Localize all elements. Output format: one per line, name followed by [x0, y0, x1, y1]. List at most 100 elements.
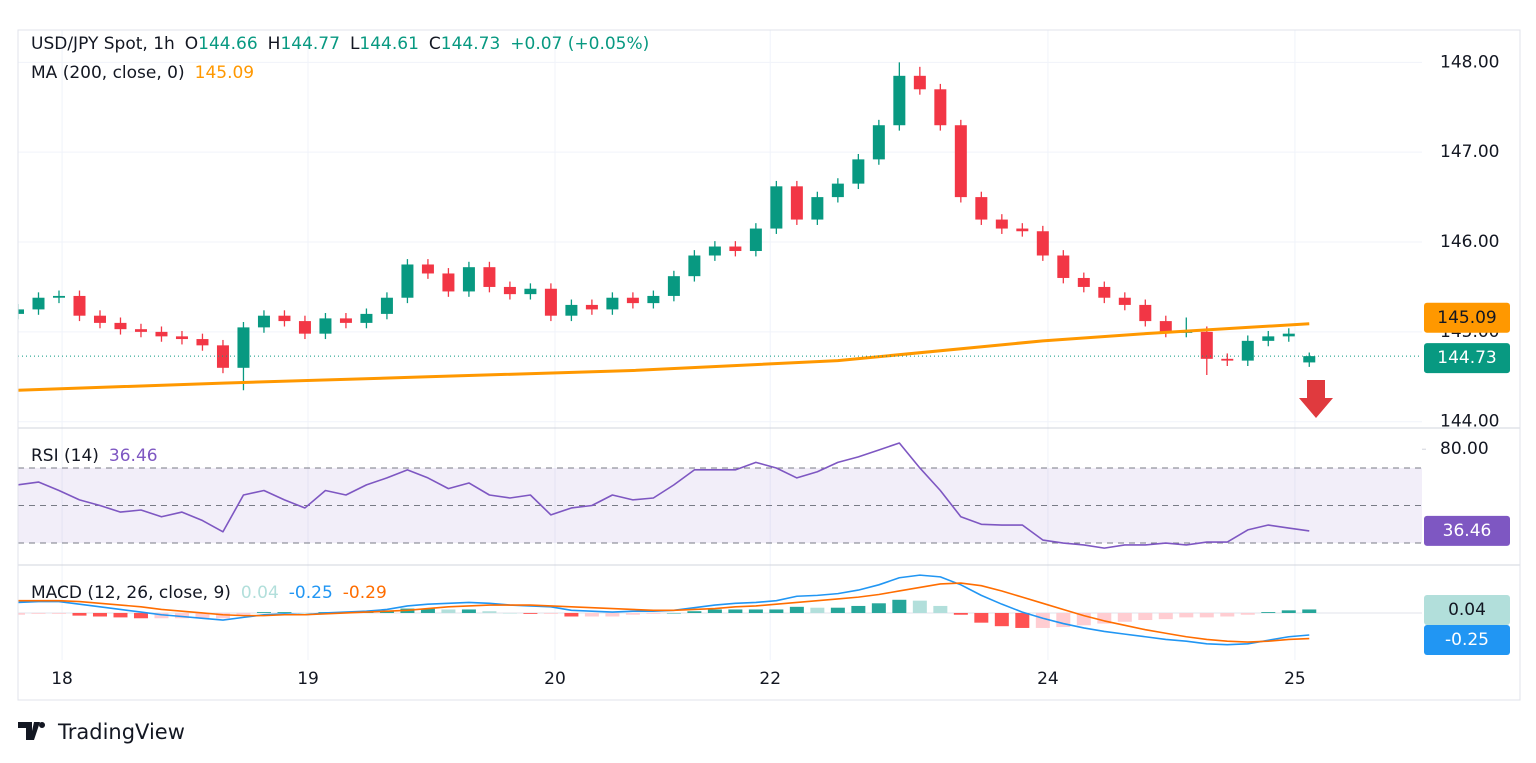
candle-body: [73, 295, 86, 316]
histogram-bar: [666, 612, 681, 614]
candle-body: [852, 159, 865, 184]
y-tick-label: 146.00: [1440, 232, 1499, 252]
histogram-bar: [18, 612, 25, 615]
down-arrow-icon: [1299, 380, 1333, 418]
candle-body: [749, 228, 762, 252]
tradingview-logo: TradingView: [18, 720, 185, 744]
histogram-bar: [789, 606, 804, 613]
histogram-bar: [174, 612, 189, 619]
histogram-bar: [51, 612, 66, 614]
pane: [18, 428, 1422, 565]
candle-body: [503, 286, 516, 295]
ma-badge: [1424, 302, 1510, 333]
histogram-bar: [1199, 612, 1214, 618]
ma-name: MA (200, close, 0): [31, 63, 185, 83]
candle-body: [319, 318, 332, 334]
candle-body: [380, 297, 393, 314]
ohlc-value: 144.61: [359, 34, 418, 54]
histogram-bar: [830, 607, 845, 613]
candle-body: [196, 339, 209, 346]
histogram-bar: [461, 609, 476, 613]
candle-body: [483, 267, 496, 287]
candle-body: [134, 329, 147, 332]
signal-line: [18, 582, 1310, 643]
candle-body: [401, 264, 414, 298]
histogram-bar: [277, 612, 292, 613]
plot-layer: 181920222425144.00145.00146.00147.00148.…: [18, 30, 1510, 689]
histogram-bar: [297, 612, 312, 614]
candle-body: [1118, 297, 1131, 305]
histogram-bar: [31, 612, 46, 614]
candle-body: [1098, 286, 1111, 298]
histogram-bar: [523, 612, 538, 614]
brand: TradingView: [57, 720, 185, 744]
histogram-bar: [912, 600, 927, 613]
histogram-bar: [1240, 612, 1255, 615]
x-tick-label: 19: [297, 669, 319, 689]
ma-value: 145.09: [195, 63, 254, 83]
histogram-bar: [1302, 609, 1317, 613]
histogram-bar: [953, 612, 968, 615]
macd-value: -0.25: [289, 583, 333, 603]
candle-body: [1036, 231, 1049, 256]
histogram-bar: [625, 612, 640, 615]
histogram-bar: [215, 612, 230, 619]
histogram-bar: [543, 612, 558, 614]
histogram-bar: [502, 612, 517, 614]
candle-body: [18, 309, 24, 314]
candle-body: [442, 273, 455, 292]
pane: [18, 30, 1422, 428]
histogram-bar: [728, 609, 743, 613]
ohlc-label: H: [268, 34, 281, 54]
histogram-bar: [584, 612, 599, 617]
ohlc-value: 144.73: [441, 34, 500, 54]
candle-body: [278, 315, 291, 322]
histogram-bar: [564, 612, 579, 617]
ohlc-value: 144.66: [198, 34, 257, 54]
candle-body: [421, 264, 434, 274]
histogram-bar: [1281, 610, 1296, 613]
candle-body: [237, 327, 250, 368]
candle-body: [1139, 304, 1152, 322]
rsi-line: [18, 442, 1310, 549]
histogram-bar: [769, 609, 784, 613]
rsi-name: RSI (14): [31, 446, 99, 466]
histogram-bar: [687, 611, 702, 613]
candle-body: [1282, 333, 1295, 337]
y-tick-label: 147.00: [1440, 142, 1499, 162]
rsi-badge: [1424, 515, 1510, 546]
candle-body: [770, 186, 783, 229]
candle-body: [298, 321, 311, 334]
candle-body: [729, 246, 742, 252]
candles: [18, 62, 1316, 391]
candle-body: [52, 295, 65, 298]
histogram-bar: [133, 612, 148, 619]
candle-body: [1159, 321, 1172, 332]
candle-body: [1057, 255, 1070, 278]
candle-body: [954, 125, 967, 198]
candle-body: [565, 304, 578, 316]
macd-badge-label: -0.25: [1445, 630, 1489, 650]
histogram-bar: [420, 608, 435, 613]
rsi-value: 36.46: [109, 446, 158, 466]
histogram-bar: [1117, 612, 1132, 622]
y-tick-label: 148.00: [1440, 52, 1499, 72]
histogram-bar: [707, 609, 722, 613]
histogram-bar: [646, 612, 661, 614]
candle-body: [339, 318, 352, 323]
histogram-bar: [1138, 612, 1153, 621]
hist-badge-label: 0.04: [1448, 600, 1486, 620]
histogram-bar: [154, 612, 169, 619]
x-tick-label: 25: [1284, 669, 1306, 689]
candle-body: [114, 322, 127, 330]
candle-body: [1221, 358, 1234, 361]
x-tick-label: 20: [544, 669, 566, 689]
chart-frame: [17, 29, 1521, 701]
macd-legend: MACD (12, 26, close, 9) 0.04 -0.25 -0.29: [31, 583, 387, 603]
histogram-bar: [1015, 612, 1030, 628]
histogram-bar: [92, 612, 107, 617]
histogram-bar: [748, 609, 763, 613]
candle-body: [32, 297, 45, 310]
signal-value: -0.29: [343, 583, 387, 603]
ohlc-value: 144.77: [280, 34, 339, 54]
